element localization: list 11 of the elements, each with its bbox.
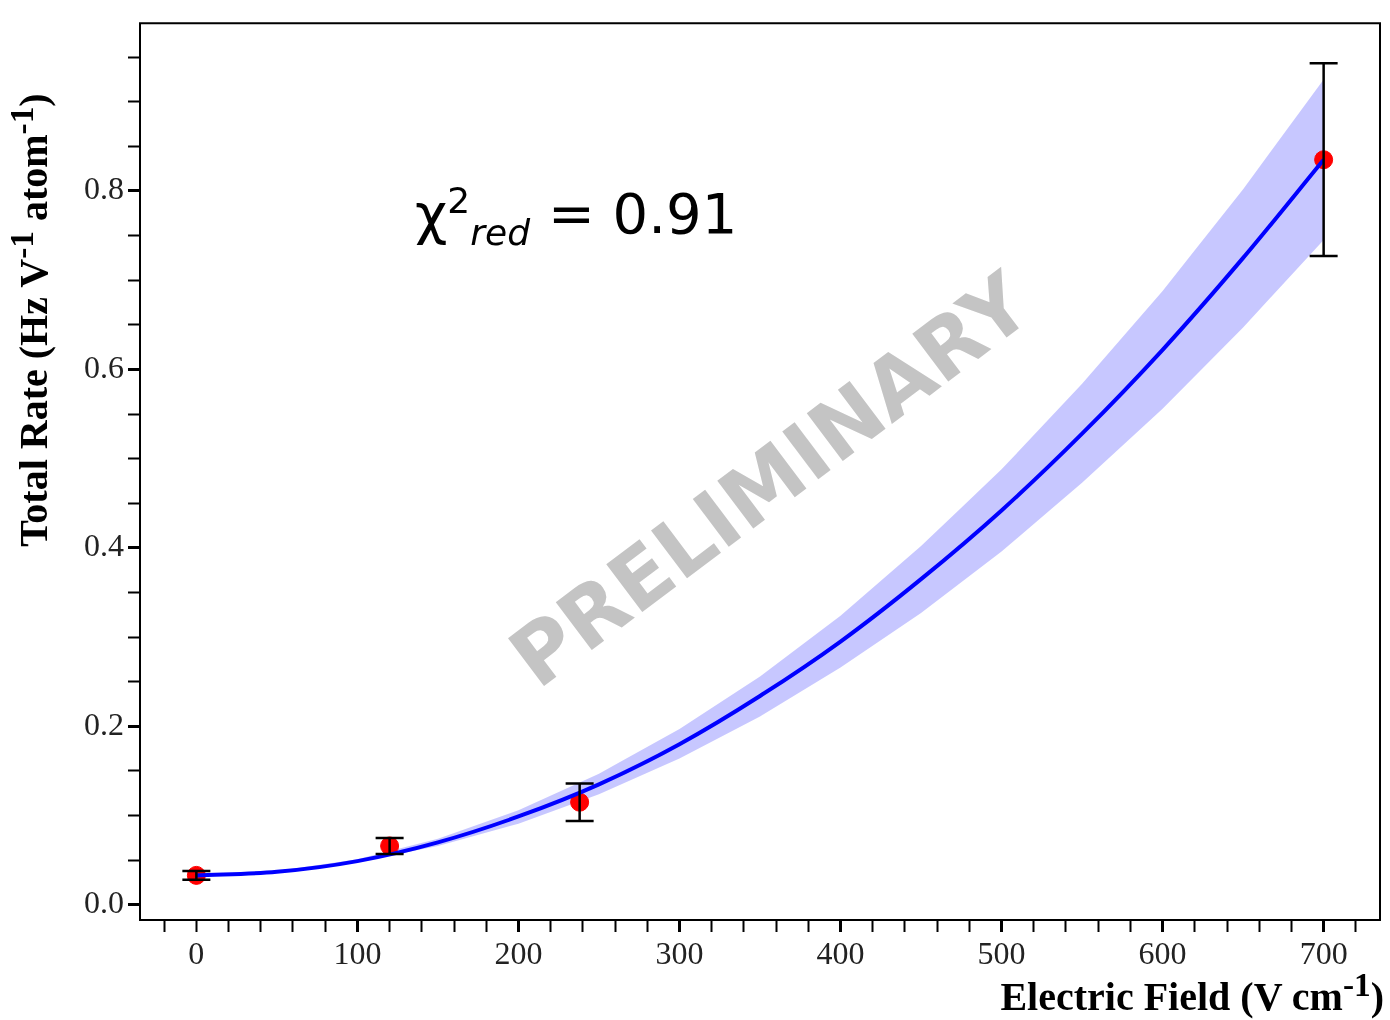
x-tick-label: 200 bbox=[494, 934, 543, 971]
y-tick-label: 0.6 bbox=[84, 348, 124, 385]
y-tick-label: 0.2 bbox=[84, 705, 124, 742]
y-tick-label: 0.0 bbox=[84, 884, 124, 921]
x-tick-label: 0 bbox=[188, 934, 205, 971]
annotation: χ$^{2}$$_{red}$ = 0.91 bbox=[415, 180, 738, 253]
y-tick-label: 0.4 bbox=[84, 527, 124, 564]
x-tick-label: 300 bbox=[655, 934, 704, 971]
x-tick-label: 400 bbox=[816, 934, 865, 971]
y-tick-label: 0.8 bbox=[84, 170, 124, 207]
x-tick-label: 100 bbox=[333, 934, 382, 971]
